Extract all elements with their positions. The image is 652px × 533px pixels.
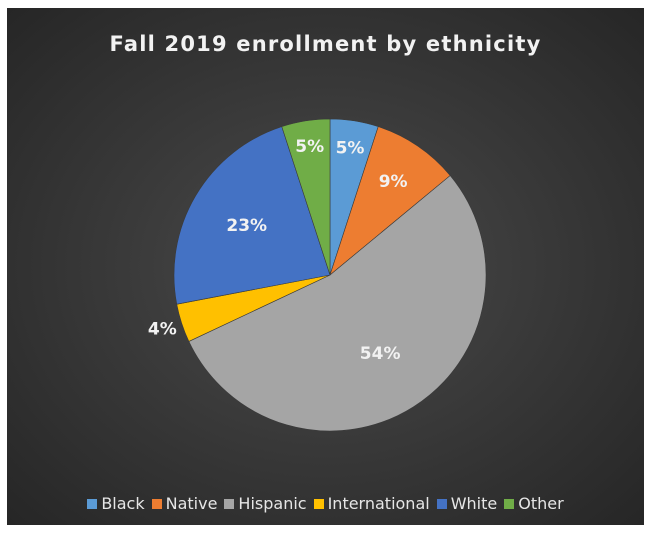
chart-area: Fall 2019 enrollment by ethnicity 5% 9% 54… xyxy=(7,8,644,525)
legend-label: Other xyxy=(518,494,564,513)
legend-label: Hispanic xyxy=(238,494,307,513)
legend-swatch xyxy=(313,498,324,509)
pie-slice-native xyxy=(329,126,451,276)
pie-slice-other xyxy=(281,118,331,276)
legend-item-black: Black xyxy=(87,494,145,513)
data-label-native: 9% xyxy=(379,172,408,192)
data-label-international: 4% xyxy=(148,319,177,339)
legend-swatch xyxy=(224,498,235,509)
chart-title: Fall 2019 enrollment by ethnicity xyxy=(109,32,542,56)
data-label-black: 5% xyxy=(336,139,365,159)
pie-chart: 5% 9% 54% 4% 23% 5% xyxy=(148,118,487,432)
legend-item-white: White xyxy=(436,494,498,513)
legend-label: Native xyxy=(165,494,218,513)
pie-slice-hispanic xyxy=(188,175,487,432)
legend-item-other: Other xyxy=(504,494,564,513)
data-label-white: 23% xyxy=(226,216,267,236)
legend-label: International xyxy=(327,494,430,513)
legend-swatch xyxy=(436,498,447,509)
data-label-hispanic: 54% xyxy=(360,344,401,364)
legend-swatch xyxy=(87,498,98,509)
pie-slices xyxy=(173,118,487,432)
legend: Black Native Hispanic International White Oth… xyxy=(7,494,644,513)
legend-label: White xyxy=(450,494,498,513)
legend-item-native: Native xyxy=(151,494,218,513)
data-label-other: 5% xyxy=(295,137,324,157)
pie-labels: 5% 9% 54% 4% 23% 5% xyxy=(148,137,408,364)
pie-slice-white xyxy=(173,126,331,305)
legend-swatch xyxy=(151,498,162,509)
legend-item-international: International xyxy=(313,494,430,513)
legend-swatch xyxy=(504,498,515,509)
legend-label: Black xyxy=(101,494,145,513)
legend-item-hispanic: Hispanic xyxy=(224,494,307,513)
